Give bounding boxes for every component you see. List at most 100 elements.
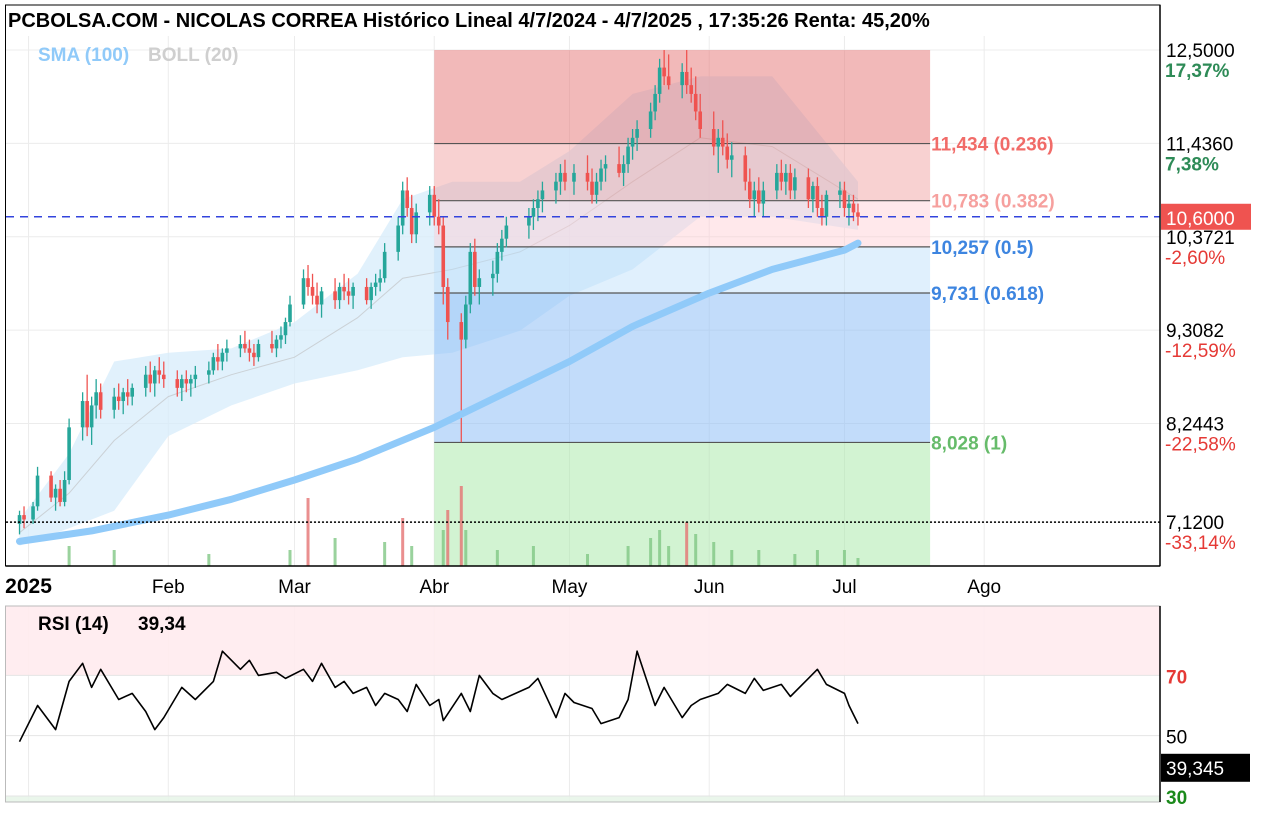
volume-bar	[446, 510, 450, 566]
candle-body	[152, 370, 157, 384]
candle-body	[364, 286, 369, 301]
volume-bar	[383, 542, 387, 566]
fibonacci-zone	[434, 246, 931, 294]
candle-body	[58, 488, 62, 502]
rsi-line	[18, 650, 859, 743]
volume-bar	[757, 550, 761, 566]
x-tick-label: Feb	[152, 577, 185, 598]
candle-body	[409, 207, 414, 235]
candle-body	[811, 186, 815, 200]
candle-body	[648, 111, 653, 130]
volume-bar	[730, 550, 734, 566]
candle-body	[216, 357, 220, 362]
candle-body	[847, 203, 851, 208]
volume-bar	[112, 550, 116, 566]
candle-body	[617, 164, 621, 173]
candle-body	[247, 348, 252, 353]
candle-body	[684, 71, 689, 86]
rsi-y-tick-label: 50	[1166, 728, 1187, 749]
candle-body	[373, 282, 378, 287]
candle-body	[572, 172, 576, 182]
volume-bar	[464, 530, 468, 566]
candle-body	[536, 199, 540, 208]
candle-body	[175, 379, 180, 388]
candle-body	[432, 194, 437, 217]
candle-body	[256, 343, 261, 358]
chart-title: PCBOLSA.COM - NICOLAS CORREA Histórico L…	[8, 10, 930, 32]
x-tick-label: Jul	[832, 577, 856, 598]
candle-body	[856, 212, 860, 217]
candle-body	[711, 129, 716, 147]
candle-body	[85, 401, 89, 428]
candle-body	[315, 295, 319, 305]
candle-body	[157, 370, 162, 375]
fibonacci-level-label: 10,257 (0.5)	[931, 238, 1033, 259]
fibonacci-level-label: 8,028 (1)	[931, 433, 1007, 454]
x-tick-label: May	[552, 577, 588, 598]
candle-body	[657, 67, 662, 94]
y-tick-label: 11,4360	[1166, 134, 1233, 155]
rsi-title: RSI (14)	[38, 614, 109, 635]
candle-body	[784, 172, 788, 182]
rsi-value-badge-label: 39,345	[1166, 759, 1224, 780]
candle-body	[815, 186, 820, 208]
y-tick-percentage: -12,59%	[1165, 341, 1236, 362]
candle-body	[662, 67, 666, 77]
candle-body	[527, 216, 531, 226]
candle-body	[427, 194, 432, 213]
candle-body	[842, 190, 847, 208]
rsi-value-badge	[1161, 753, 1250, 782]
candle-body	[725, 146, 730, 160]
candle-body	[436, 216, 441, 226]
candle-body	[369, 286, 373, 301]
candle-body	[473, 251, 477, 287]
volume-bar	[67, 546, 71, 566]
candle-body	[288, 304, 292, 323]
candle-body	[563, 172, 567, 182]
candle-body	[337, 286, 342, 301]
y-tick-percentage: -33,14%	[1165, 533, 1236, 554]
candle-body	[180, 379, 184, 388]
sma-line	[16, 239, 862, 545]
sma-layer	[16, 239, 862, 545]
candle-body	[80, 401, 85, 428]
candle-body	[279, 335, 283, 340]
candle-body	[603, 164, 608, 169]
legend-boll[interactable]: BOLL (20)	[148, 45, 238, 66]
volume-bar	[401, 518, 405, 566]
rsi-layer: 70 50 30 39,345 RSI (14) 39,34	[5, 605, 1250, 809]
volume-bar	[815, 550, 819, 566]
candle-body	[283, 322, 288, 336]
candle-body	[761, 190, 766, 204]
candle-body	[89, 405, 94, 428]
fibonacci-layer: 11,434 (0.236) 10,783 (0.382) 10,257 (0.5)…	[434, 50, 1055, 566]
candle-body	[540, 190, 545, 200]
candle-body	[112, 396, 116, 410]
candle-body	[495, 251, 500, 274]
candle-body	[211, 357, 216, 371]
candle-body	[757, 190, 761, 204]
candle-body	[743, 155, 748, 182]
volume-bar	[793, 554, 797, 566]
candle-body	[680, 71, 684, 86]
volume-bar	[694, 534, 698, 566]
y-tick-label: 10,3721	[1166, 228, 1235, 249]
volume-bar	[288, 550, 292, 566]
candle-body	[396, 225, 400, 252]
candle-body	[116, 396, 121, 402]
candle-body	[301, 278, 306, 305]
candle-body	[779, 172, 784, 182]
legend-sma[interactable]: SMA (100)	[38, 45, 129, 66]
y-tick-label: 7,1200	[1166, 513, 1224, 534]
candle-body	[193, 374, 198, 380]
fibonacci-zone	[434, 200, 931, 247]
current-price-badge	[1161, 203, 1251, 230]
rsi-y-tick-label: 30	[1166, 788, 1187, 808]
candle-body	[184, 379, 189, 384]
candle-body	[689, 85, 693, 94]
candle-body	[716, 137, 721, 147]
candle-body	[491, 273, 495, 279]
y-tick-label: 8,2443	[1166, 414, 1224, 435]
x-tick-label: Ago	[967, 577, 1001, 598]
